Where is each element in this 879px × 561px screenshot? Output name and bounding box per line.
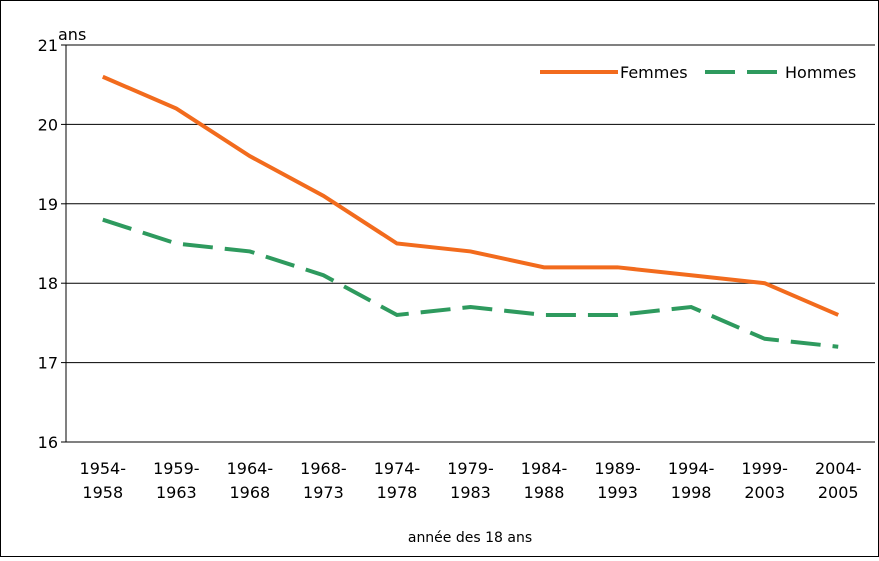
x-tick-label: 1959-1963 xyxy=(153,459,200,502)
x-tick-label: 1954-1958 xyxy=(80,459,127,502)
x-tick-label: 1994-1998 xyxy=(668,459,715,502)
y-tick-label: 16 xyxy=(38,433,58,452)
y-tick-label: 18 xyxy=(38,274,58,293)
x-tick-label: 1964-1968 xyxy=(227,459,274,502)
y-tick-label: 20 xyxy=(38,115,58,134)
y-tick-label: 21 xyxy=(38,36,58,55)
series-line xyxy=(102,217,839,349)
x-axis-label: année des 18 ans xyxy=(408,530,532,546)
y-tick-label: 17 xyxy=(38,354,58,373)
legend-label: Femmes xyxy=(620,63,688,82)
legend-label: Hommes xyxy=(785,63,856,82)
y-unit-label: ans xyxy=(58,25,86,44)
x-tick-label: 1999-2003 xyxy=(741,459,788,502)
x-tick-label: 2004-2005 xyxy=(815,459,862,502)
x-tick-label: 1979-1983 xyxy=(447,459,494,502)
x-tick-label: 1968-1973 xyxy=(300,459,347,502)
series-line xyxy=(101,74,840,317)
x-tick-label: 1989-1993 xyxy=(594,459,641,502)
x-tick-label: 1984-1988 xyxy=(521,459,568,502)
y-tick-label: 19 xyxy=(38,195,58,214)
x-tick-label: 1974-1978 xyxy=(374,459,421,502)
